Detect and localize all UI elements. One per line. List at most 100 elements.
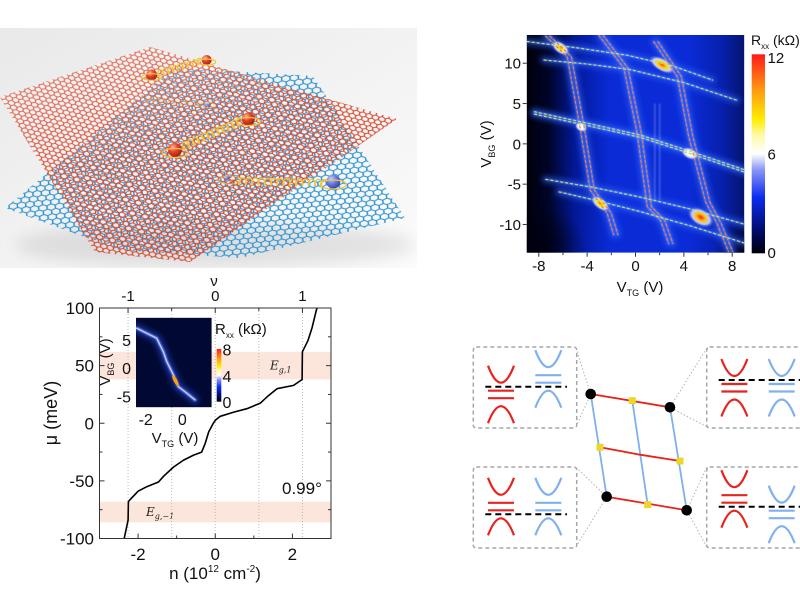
valence-band bbox=[767, 398, 796, 417]
top-tick-label: 0 bbox=[211, 288, 219, 305]
x-tick-label: 0 bbox=[211, 545, 220, 564]
green-dashed-line bbox=[533, 111, 745, 171]
orange-dashed-line bbox=[602, 35, 674, 244]
top-layer-bands bbox=[486, 477, 516, 536]
inset-x-axis-label: VTG (V) bbox=[152, 430, 199, 449]
connector-line bbox=[575, 393, 592, 427]
connector-line bbox=[669, 406, 707, 428]
energy-gap-label: Eg,1 bbox=[269, 359, 292, 375]
heatmap-plot-area bbox=[526, 35, 745, 253]
resistance-peak bbox=[574, 121, 588, 133]
coil-spring bbox=[238, 176, 329, 188]
bottom-layer-bands bbox=[767, 485, 796, 544]
electron-particle bbox=[146, 69, 158, 81]
inset-y-tick-label: 0 bbox=[122, 361, 131, 378]
orbit-ring bbox=[197, 58, 217, 66]
inset-plot-area bbox=[136, 317, 212, 408]
valence-band bbox=[534, 517, 563, 536]
colorbar-tick-label: 6 bbox=[768, 146, 776, 163]
bottom-layer-bands bbox=[534, 477, 563, 536]
valence-band bbox=[534, 389, 563, 409]
inset-resistance-peak bbox=[172, 375, 179, 387]
inset-resistance-ridge bbox=[136, 323, 200, 405]
orange-dashed-line bbox=[544, 35, 615, 236]
top-layer-transition-line bbox=[599, 446, 681, 462]
coil-spring bbox=[145, 97, 202, 109]
connector-line bbox=[686, 467, 708, 511]
inset-x-tick-label: -2 bbox=[139, 412, 153, 429]
electron-3 bbox=[235, 112, 261, 127]
orbit-ring bbox=[198, 101, 216, 109]
inset-frame bbox=[472, 466, 578, 549]
inset-colorbar-tick-label: 4 bbox=[223, 369, 232, 386]
heatmap-axes: -8 -4 0 4 8 10 5 0 -5 -10 bbox=[499, 56, 736, 275]
orange-dashed-line bbox=[653, 41, 730, 253]
energy-gap-band bbox=[99, 501, 331, 523]
heatmap-colorbar bbox=[751, 54, 765, 254]
x-tick-label: 0 bbox=[631, 258, 639, 275]
y-tick-label: 5 bbox=[513, 96, 521, 113]
top-tick-label: 1 bbox=[298, 288, 306, 305]
green-dashed-line bbox=[545, 178, 745, 225]
inset-colorbar-ticks: 8 4 0 bbox=[223, 343, 232, 413]
corner-node-dot bbox=[585, 388, 596, 400]
inset-y-tick-label: 5 bbox=[122, 333, 131, 350]
electron-particle bbox=[201, 55, 212, 65]
half-filling-node-square bbox=[676, 457, 684, 465]
energy-gap-label: Eg,−1 bbox=[145, 505, 174, 521]
valence-band bbox=[720, 509, 749, 529]
x-tick-label: -8 bbox=[532, 258, 545, 275]
conduction-band bbox=[767, 485, 796, 504]
colorbar-tick-label: 0 bbox=[768, 245, 776, 262]
top-layer-bands bbox=[720, 469, 749, 529]
overlay-dashed-lines bbox=[526, 35, 745, 253]
heatmap-x-axis-label: VTG (V) bbox=[617, 279, 664, 298]
top-layer-bands bbox=[720, 358, 749, 417]
half-filling-node-square bbox=[596, 443, 604, 451]
orange-dashed-line bbox=[657, 41, 734, 253]
electron-4 bbox=[161, 143, 189, 159]
heatmap-y-axis-label: VBG (V) bbox=[478, 120, 497, 167]
panel-band-alignment-diagram bbox=[472, 346, 800, 549]
electron-1 bbox=[141, 69, 163, 81]
top-axis-label: ν bbox=[210, 273, 218, 290]
inset-colorbar-tick-label: 8 bbox=[223, 343, 232, 360]
hole-particle bbox=[202, 101, 211, 109]
x-tick-label: 4 bbox=[680, 258, 688, 275]
top-layer-bands bbox=[486, 365, 516, 424]
panel-gate-map: -8 -4 0 4 8 10 5 0 -5 -10 VTG (V) VBG (V) Rxx (kΩ… bbox=[478, 32, 800, 298]
y-tick-label: 100 bbox=[66, 299, 94, 318]
coil-spring bbox=[157, 57, 203, 78]
band-inset-top-left bbox=[472, 346, 578, 429]
connector-line bbox=[575, 466, 608, 498]
inset-frame bbox=[705, 346, 800, 429]
inset-colorbar-label: Rxx (kΩ) bbox=[215, 321, 267, 340]
y-tick-label: -100 bbox=[60, 530, 94, 549]
inset-gate-map: -2 0 5 0 -5 VTG (V) VBG (V) Rxx (kΩ) 8 4 0 bbox=[97, 317, 267, 449]
mu-vs-n-line bbox=[123, 307, 318, 539]
inset-ridge-core bbox=[136, 327, 196, 401]
resistance-peak bbox=[648, 55, 676, 75]
conduction-band bbox=[720, 469, 749, 489]
top-layer-haze bbox=[0, 47, 397, 262]
x-axis-label: n (1012 cm-2) bbox=[169, 564, 261, 583]
x-tick-label: 2 bbox=[288, 545, 297, 564]
valence-band bbox=[486, 405, 516, 424]
electron-particle bbox=[168, 143, 182, 157]
y-tick-label: 10 bbox=[504, 56, 521, 73]
conduction-band bbox=[534, 349, 563, 369]
hole-particle bbox=[326, 174, 341, 189]
y-tick-label: -5 bbox=[508, 177, 521, 194]
electron-2 bbox=[197, 55, 217, 66]
green-dashed-line bbox=[526, 40, 714, 81]
resistance-peak bbox=[687, 206, 715, 229]
band-inset-bottom-right bbox=[705, 466, 800, 549]
corner-node-dot bbox=[681, 505, 692, 516]
inset-axes: -2 0 5 0 -5 bbox=[117, 333, 187, 429]
top-tick-label: -1 bbox=[121, 288, 134, 305]
y-axis-label: μ (meV) bbox=[41, 381, 61, 445]
band-inset-top-right bbox=[705, 346, 800, 429]
panel-twisted-bilayer-illustration bbox=[0, 28, 417, 268]
